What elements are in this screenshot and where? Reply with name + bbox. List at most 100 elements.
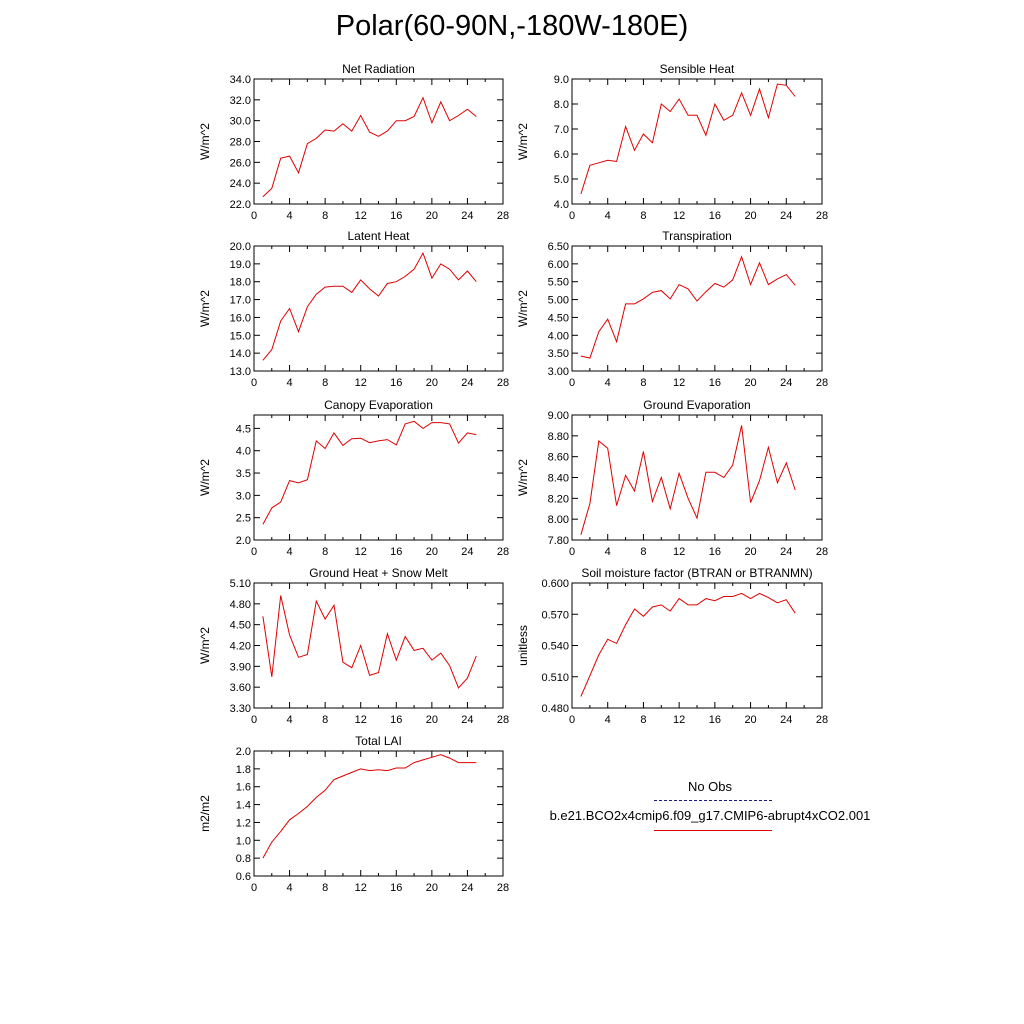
y-axis-label: unitless	[516, 625, 530, 666]
y-tick-label: 8.0	[554, 99, 569, 111]
y-tick-label: 1.0	[236, 835, 251, 847]
y-axis-label: m2/m2	[198, 795, 212, 832]
y-tick-label: 3.0	[236, 490, 251, 502]
y-tick-label: 3.30	[230, 703, 251, 715]
x-tick-label: 28	[816, 546, 828, 558]
x-tick-label: 8	[322, 210, 328, 222]
panel-title: Ground Heat + Snow Melt	[309, 566, 448, 580]
x-tick-label: 12	[673, 714, 685, 726]
panel-title: Transpiration	[662, 229, 732, 243]
x-tick-label: 20	[744, 546, 756, 558]
x-tick-label: 0	[251, 377, 257, 389]
x-tick-label: 12	[355, 882, 367, 894]
y-tick-label: 3.90	[230, 661, 251, 673]
y-tick-label: 24.0	[230, 178, 251, 190]
legend-obs-label: No Obs	[687, 779, 733, 794]
y-tick-label: 6.0	[554, 149, 569, 161]
panel-title: Net Radiation	[342, 62, 415, 76]
x-tick-label: 0	[569, 377, 575, 389]
y-tick-label: 9.00	[548, 410, 569, 422]
y-tick-label: 3.5	[236, 468, 251, 480]
y-tick-label: 4.0	[554, 199, 569, 211]
y-tick-label: 3.50	[548, 348, 569, 360]
y-tick-label: 13.0	[230, 366, 251, 378]
x-tick-label: 24	[780, 714, 792, 726]
plot-frame	[571, 245, 823, 372]
x-tick-label: 0	[251, 546, 257, 558]
panel-5: 0 4 8 12 16 20 24 28 2.0 2.5 3.0 3.5 4.0 4.5 Canopy Ev…	[198, 398, 509, 558]
x-tick-label: 16	[390, 210, 402, 222]
x-tick-label: 12	[355, 546, 367, 558]
x-tick-label: 4	[605, 546, 611, 558]
x-tick-label: 28	[816, 714, 828, 726]
plot-frame	[253, 78, 504, 205]
y-tick-label: 8.20	[548, 493, 569, 505]
y-tick-label: 8.80	[548, 431, 569, 443]
x-tick-label: 28	[816, 377, 828, 389]
y-tick-label: 9.0	[554, 74, 569, 86]
x-tick-label: 12	[355, 377, 367, 389]
x-tick-label: 28	[497, 210, 509, 222]
x-tick-label: 16	[390, 882, 402, 894]
y-tick-label: 4.20	[230, 641, 251, 653]
x-tick-label: 20	[426, 377, 438, 389]
x-tick-label: 12	[355, 714, 367, 726]
panel-title: Sensible Heat	[660, 62, 735, 76]
x-tick-label: 4	[287, 377, 293, 389]
y-tick-label: 18.0	[230, 277, 251, 289]
x-tick-label: 28	[497, 714, 509, 726]
y-tick-label: 4.50	[548, 312, 569, 324]
x-tick-label: 0	[569, 210, 575, 222]
y-tick-label: 4.0	[236, 446, 251, 458]
y-axis-label: W/m^2	[198, 627, 212, 664]
x-tick-label: 20	[744, 377, 756, 389]
series-line	[262, 595, 477, 689]
y-tick-label: 5.00	[548, 295, 569, 307]
x-tick-label: 28	[497, 546, 509, 558]
y-tick-label: 1.2	[236, 817, 251, 829]
y-tick-label: 4.50	[230, 620, 251, 632]
plot-frame	[571, 414, 823, 541]
y-tick-label: 7.80	[548, 535, 569, 547]
series-line	[262, 251, 477, 361]
x-tick-label: 8	[640, 546, 646, 558]
x-tick-label: 20	[744, 714, 756, 726]
figure-title: Polar(60-90N,-180W-180E)	[335, 10, 689, 42]
x-tick-label: 20	[426, 714, 438, 726]
x-tick-label: 4	[287, 882, 293, 894]
y-tick-label: 0.570	[541, 609, 569, 621]
y-tick-label: 0.510	[541, 672, 569, 684]
y-tick-label: 0.480	[541, 703, 569, 715]
panel-8: 0 4 8 12 16 20 24 28 0.480 0.510 0.540 0.570 0.600 So…	[516, 566, 828, 726]
series-line	[580, 592, 796, 697]
plot-frame	[571, 78, 823, 205]
y-tick-label: 0.8	[236, 853, 251, 865]
series-line	[580, 83, 796, 195]
x-tick-label: 4	[605, 377, 611, 389]
y-tick-label: 6.50	[548, 241, 569, 253]
x-tick-label: 4	[287, 546, 293, 558]
x-tick-label: 20	[426, 882, 438, 894]
series-line	[262, 96, 477, 198]
x-tick-label: 16	[390, 546, 402, 558]
x-tick-label: 20	[744, 210, 756, 222]
x-tick-label: 4	[605, 714, 611, 726]
x-tick-label: 12	[673, 546, 685, 558]
y-tick-label: 28.0	[230, 137, 251, 149]
y-tick-label: 5.10	[230, 578, 251, 590]
plot-frame	[571, 582, 823, 709]
y-tick-label: 7.0	[554, 124, 569, 136]
panel-1: 0 4 8 12 16 20 24 28 22.0 24.0 26.0 28.0 30.0 32.0 34.…	[198, 62, 509, 222]
x-tick-label: 8	[322, 546, 328, 558]
y-axis-label: W/m^2	[198, 459, 212, 496]
x-tick-label: 28	[497, 882, 509, 894]
y-tick-label: 8.00	[548, 514, 569, 526]
x-tick-label: 0	[251, 210, 257, 222]
panel-4: 0 4 8 12 16 20 24 28 3.00 3.50 4.00 4.50 5.00 5.50 6.0…	[516, 229, 828, 389]
series-line	[580, 425, 796, 535]
y-tick-label: 6.00	[548, 259, 569, 271]
x-tick-label: 0	[251, 714, 257, 726]
y-axis-label: W/m^2	[516, 459, 530, 496]
x-tick-label: 12	[673, 210, 685, 222]
